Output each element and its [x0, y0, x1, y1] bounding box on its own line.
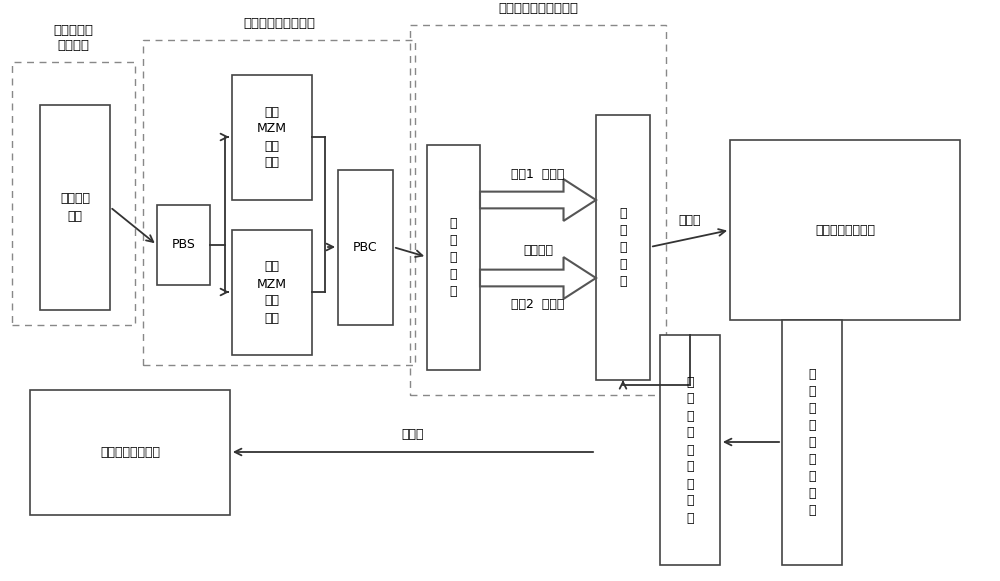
- Text: 单波长激
光器: 单波长激 光器: [60, 192, 90, 223]
- Text: 第一光信号调制单元: 第一光信号调制单元: [243, 17, 315, 30]
- Text: 第二
MZM
调制
模块: 第二 MZM 调制 模块: [257, 260, 287, 325]
- Bar: [410, 25, 666, 395]
- Text: 模分复用和解复用单元: 模分复用和解复用单元: [498, 2, 578, 15]
- Bar: [660, 335, 720, 565]
- Text: 第二相干接收单元: 第二相干接收单元: [100, 446, 160, 459]
- Text: 模式1  光信号: 模式1 光信号: [511, 168, 565, 181]
- Text: PBS: PBS: [172, 238, 195, 252]
- Bar: [427, 145, 480, 370]
- Polygon shape: [480, 179, 596, 221]
- Bar: [30, 390, 230, 515]
- Bar: [730, 140, 960, 320]
- Bar: [143, 40, 415, 365]
- Text: 模
式
复
用
器: 模 式 复 用 器: [619, 207, 627, 288]
- Bar: [40, 105, 110, 310]
- Text: 第一光载波
输入单元: 第一光载波 输入单元: [53, 24, 93, 52]
- Text: 第一相干接收单元: 第一相干接收单元: [815, 224, 875, 236]
- Text: 光信号: 光信号: [402, 429, 424, 442]
- Text: 第
二
光
信
号
调
制
单
元: 第 二 光 信 号 调 制 单 元: [686, 375, 694, 525]
- Text: 第
二
光
载
波
输
入
单
元: 第 二 光 载 波 输 入 单 元: [808, 368, 816, 517]
- Text: 模
式
复
用
器: 模 式 复 用 器: [450, 217, 457, 298]
- Polygon shape: [480, 257, 596, 299]
- Bar: [157, 205, 210, 285]
- Text: 模式2  光信号: 模式2 光信号: [511, 299, 565, 311]
- Bar: [596, 115, 650, 380]
- Text: 第一
MZM
调制
模块: 第一 MZM 调制 模块: [257, 106, 287, 170]
- Text: 光信号: 光信号: [679, 213, 701, 227]
- Bar: [12, 62, 135, 325]
- Bar: [338, 170, 393, 325]
- Bar: [232, 75, 312, 200]
- Text: 少模光纤: 少模光纤: [523, 243, 553, 256]
- Bar: [232, 230, 312, 355]
- Text: PBC: PBC: [353, 241, 378, 254]
- Bar: [782, 320, 842, 565]
